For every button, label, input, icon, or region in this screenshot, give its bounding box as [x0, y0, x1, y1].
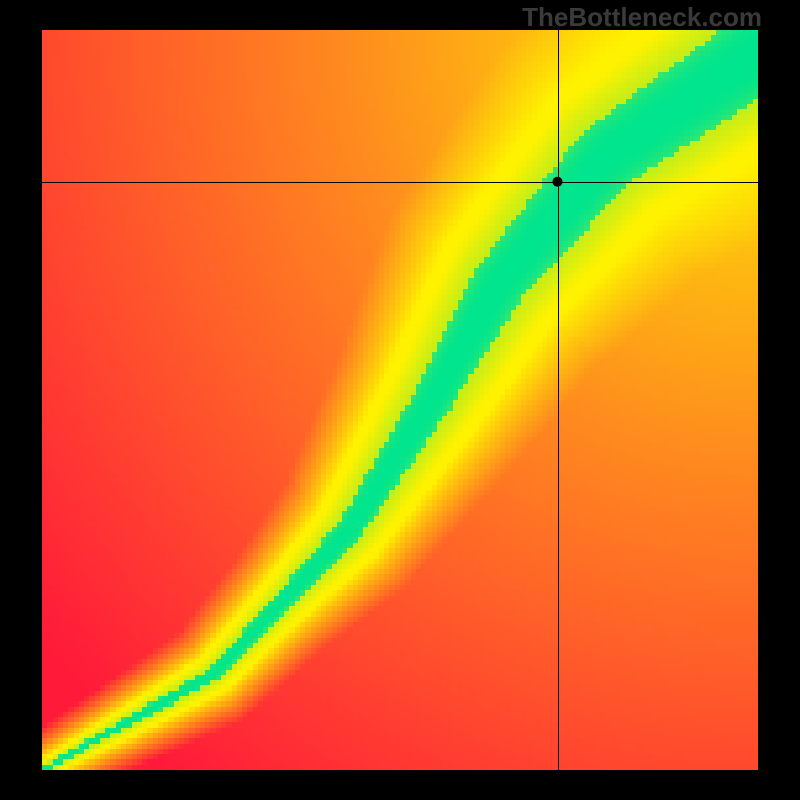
bottleneck-heatmap [42, 30, 758, 770]
watermark-text: TheBottleneck.com [522, 2, 762, 33]
stage: TheBottleneck.com [0, 0, 800, 800]
